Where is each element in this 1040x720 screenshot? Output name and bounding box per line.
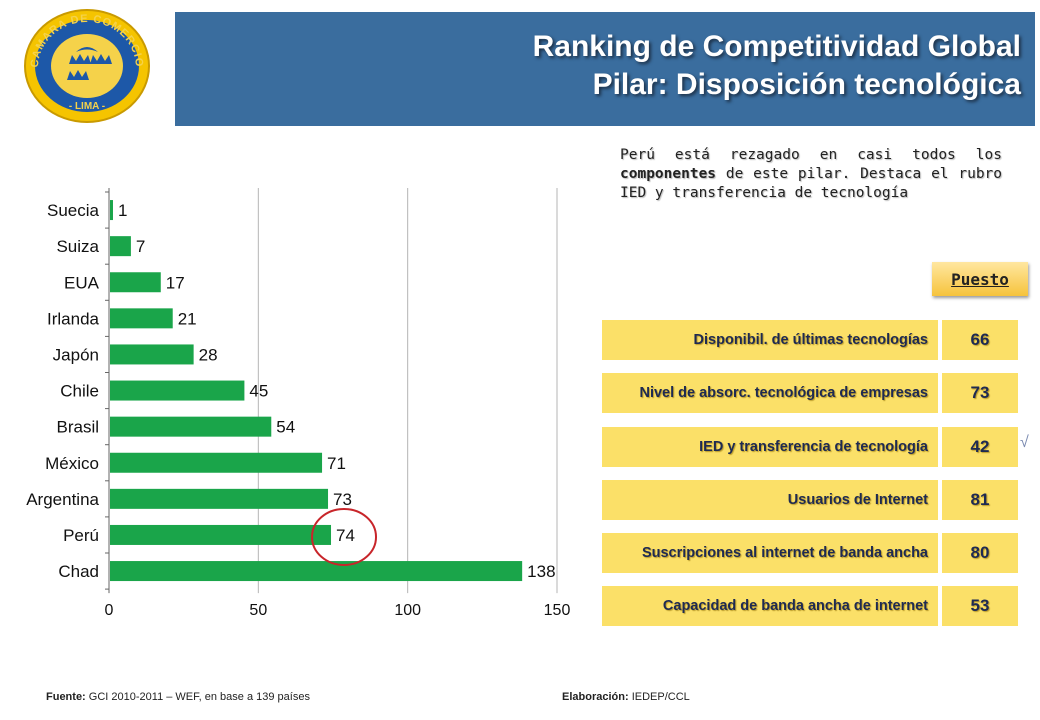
category-label: Japón bbox=[53, 345, 99, 364]
author-label: Elaboración: bbox=[562, 691, 629, 703]
category-label: Argentina bbox=[26, 490, 99, 509]
bar-chile bbox=[110, 380, 245, 401]
indicator-row: Usuarios de Internet 81 bbox=[602, 480, 1018, 520]
source-note: Fuente: GCI 2010-2011 – WEF, en base a 1… bbox=[46, 691, 310, 703]
value-label: 17 bbox=[166, 273, 185, 292]
value-label: 74 bbox=[336, 526, 355, 545]
crowns-icon bbox=[67, 47, 112, 80]
indicator-label: Nivel de absorc. tecnológica de empresas bbox=[602, 373, 938, 413]
category-label: Irlanda bbox=[47, 309, 100, 328]
value-label: 28 bbox=[199, 345, 218, 364]
bar-chad bbox=[110, 561, 523, 582]
commentary-text: Perú está rezagado en casi todos los com… bbox=[620, 146, 1002, 203]
logo-bottom-text: - LIMA - bbox=[69, 101, 105, 112]
value-label: 73 bbox=[333, 490, 352, 509]
category-label: EUA bbox=[64, 273, 100, 292]
indicator-row: Disponibil. de últimas tecnologías 66 bbox=[602, 320, 1018, 360]
commentary-bold: componentes bbox=[620, 166, 717, 182]
category-label: Chad bbox=[58, 562, 99, 581]
x-tick-label: 150 bbox=[544, 602, 571, 619]
check-icon: √ bbox=[1020, 434, 1029, 451]
value-label: 7 bbox=[136, 237, 145, 256]
x-tick-label: 100 bbox=[394, 602, 421, 619]
category-label: Suecia bbox=[47, 201, 100, 220]
value-label: 138 bbox=[527, 562, 555, 581]
indicator-rank: 53 bbox=[942, 586, 1018, 626]
source-label: Fuente: bbox=[46, 691, 86, 703]
value-label: 71 bbox=[327, 454, 346, 473]
page-title: Ranking de Competitividad Global bbox=[532, 30, 1021, 63]
ccl-logo: CAMARA DE COMERCIO - LIMA - bbox=[24, 9, 150, 123]
value-label: 54 bbox=[276, 418, 295, 437]
indicator-label: Disponibil. de últimas tecnologías bbox=[602, 320, 938, 360]
bar-m-xico bbox=[110, 452, 323, 473]
indicator-row: IED y transferencia de tecnología 42 bbox=[602, 427, 1018, 467]
value-label: 1 bbox=[118, 201, 127, 220]
source-text: GCI 2010-2011 – WEF, en base a 139 paíse… bbox=[88, 691, 310, 703]
author-note: Elaboración: IEDEP/CCL bbox=[562, 691, 690, 703]
bar-jap-n bbox=[110, 344, 194, 365]
indicator-rank: 73 bbox=[942, 373, 1018, 413]
page-subtitle: Pilar: Disposición tecnológica bbox=[592, 68, 1021, 101]
x-tick-label: 0 bbox=[105, 602, 114, 619]
bar-suecia bbox=[110, 200, 113, 221]
commentary-part1: Perú está rezagado en casi todos los bbox=[620, 147, 1002, 163]
value-label: 45 bbox=[249, 382, 268, 401]
indicator-rank: 42 bbox=[942, 427, 1018, 467]
indicator-row: Nivel de absorc. tecnológica de empresas… bbox=[602, 373, 1018, 413]
indicator-label: Capacidad de banda ancha de internet bbox=[602, 586, 938, 626]
bar-brasil bbox=[110, 416, 272, 437]
indicator-rank: 80 bbox=[942, 533, 1018, 573]
category-label: Chile bbox=[60, 382, 99, 401]
category-label: Suiza bbox=[56, 237, 99, 256]
bar-suiza bbox=[110, 236, 131, 257]
bar-per- bbox=[110, 524, 332, 545]
author-text: IEDEP/CCL bbox=[631, 691, 690, 703]
category-label: Perú bbox=[63, 526, 99, 545]
ranking-bar-chart: Suecia 1 Suiza 7 EUA 17 Irlanda 21 Japón 28 Chile 4… bbox=[26, 188, 571, 619]
value-label: 21 bbox=[178, 309, 197, 328]
indicator-row: Suscripciones al internet de banda ancha… bbox=[602, 533, 1018, 573]
x-tick-label: 50 bbox=[249, 602, 267, 619]
commentary-part2: de este pilar. Destaca el rubro IED y tr… bbox=[620, 166, 1003, 201]
indicator-rank: 66 bbox=[942, 320, 1018, 360]
indicator-row: Capacidad de banda ancha de internet 53 bbox=[602, 586, 1018, 626]
indicator-rank: 81 bbox=[942, 480, 1018, 520]
category-label: México bbox=[45, 454, 99, 473]
indicator-label: Usuarios de Internet bbox=[602, 480, 938, 520]
highlight-circle bbox=[311, 507, 378, 566]
indicator-label: Suscripciones al internet de banda ancha bbox=[602, 533, 938, 573]
bar-eua bbox=[110, 272, 161, 293]
bar-argentina bbox=[110, 488, 329, 509]
bar-irlanda bbox=[110, 308, 173, 329]
rank-column-header: Puesto bbox=[932, 262, 1028, 296]
category-label: Brasil bbox=[56, 418, 99, 437]
title-banner: Ranking de Competitividad Global Pilar: … bbox=[175, 12, 1035, 126]
indicator-label: IED y transferencia de tecnología bbox=[602, 427, 938, 467]
